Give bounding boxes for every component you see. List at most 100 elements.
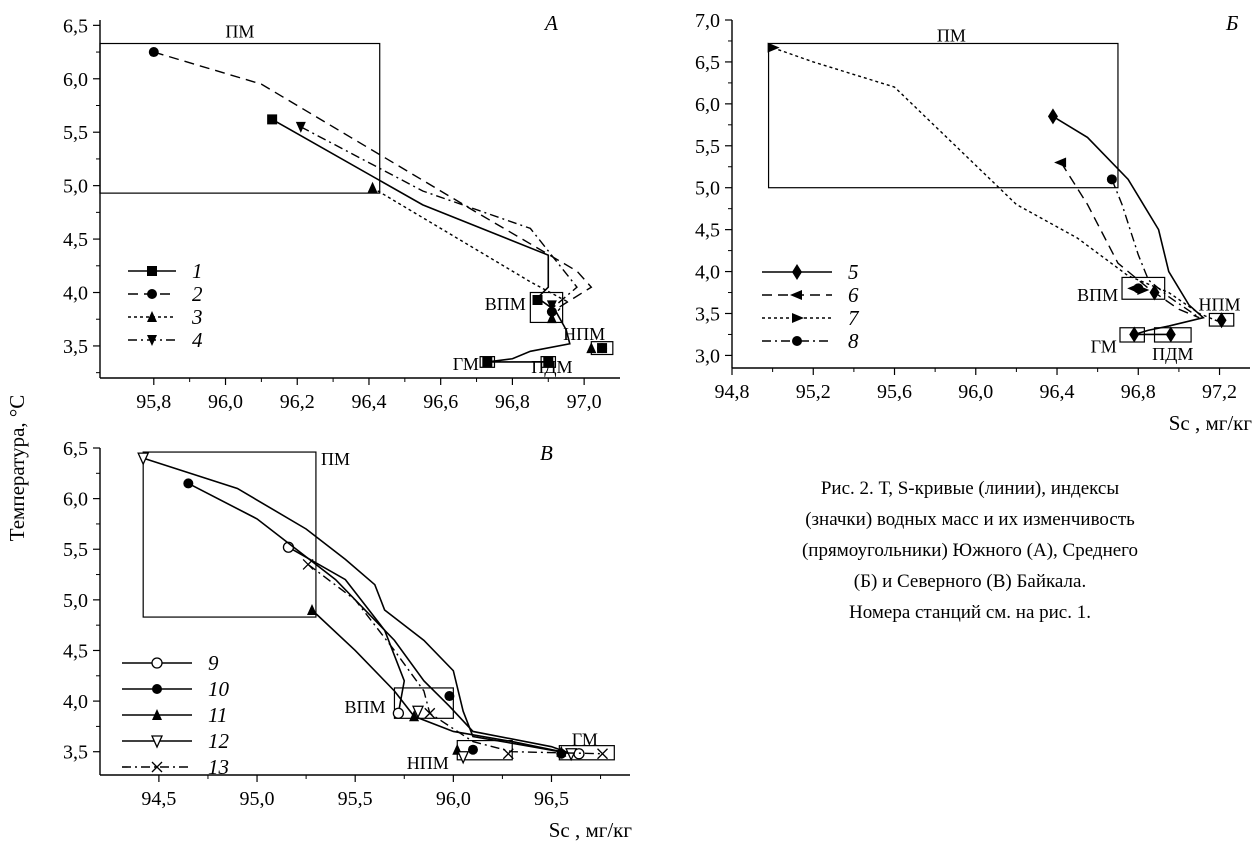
series-line-3 xyxy=(372,187,568,319)
y-tick-label: 4,5 xyxy=(695,220,720,242)
water-mass-label: ПМ xyxy=(225,22,254,42)
chart-marker xyxy=(424,707,436,719)
series-line-8 xyxy=(1111,179,1200,319)
x-tick-label: 96,4 xyxy=(1040,381,1075,403)
water-mass-label: ГМ xyxy=(1091,336,1117,356)
legend-label: 11 xyxy=(208,703,227,727)
y-tick-label: 6,5 xyxy=(63,438,88,460)
chart-marker xyxy=(543,356,554,367)
water-mass-label: ВПМ xyxy=(344,697,385,717)
y-tick-label: 6,0 xyxy=(695,94,720,116)
chart-marker xyxy=(586,342,597,354)
water-mass-box xyxy=(99,42,381,194)
chart-marker xyxy=(367,181,378,193)
chart-marker xyxy=(307,603,317,615)
x-tick-label: 97,2 xyxy=(1202,381,1237,403)
figure-caption: Рис. 2. Т, S-кривые (линии), индексы (зн… xyxy=(700,473,1240,628)
x-tick-label: 94,5 xyxy=(141,788,176,810)
water-mass-label: НПМ xyxy=(1199,294,1241,314)
y-tick-label: 5,5 xyxy=(63,122,88,144)
chart-marker xyxy=(792,313,804,323)
y-tick-label: 6,0 xyxy=(63,489,88,511)
chart-marker xyxy=(148,47,159,58)
y-tick-label: 3,5 xyxy=(63,742,88,764)
series-line-12 xyxy=(142,457,572,755)
caption-line: (Б) и Северного (В) Байкала. xyxy=(853,571,1087,592)
caption-line: Рис. 2. Т, S-кривые (линии), индексы xyxy=(820,478,1120,499)
chart-marker xyxy=(502,748,514,760)
x-tick-label: 96,0 xyxy=(208,391,243,413)
chart-marker xyxy=(457,751,470,765)
chart-marker xyxy=(152,709,162,720)
chart-marker xyxy=(790,290,802,300)
x-tick-label: 96,5 xyxy=(534,788,569,810)
chart-marker xyxy=(147,311,157,322)
series-line-10 xyxy=(187,482,572,755)
water-mass-label: ПМ xyxy=(937,25,966,45)
chart-marker xyxy=(295,121,306,133)
chart-marker xyxy=(467,744,478,755)
x-axis-label: Sс , мг/кг xyxy=(549,818,633,842)
chart-marker xyxy=(409,710,420,722)
legend-label: 4 xyxy=(192,328,203,352)
chart-marker xyxy=(597,748,608,760)
x-tick-label: 96,6 xyxy=(423,391,458,413)
x-tick-label: 95,8 xyxy=(136,391,171,413)
chart-marker xyxy=(565,748,578,762)
series-line-11 xyxy=(311,609,562,753)
chart-marker xyxy=(1216,312,1227,329)
caption-line: Номера станций см. на рис. 1. xyxy=(849,602,1091,623)
y-tick-label: 4,5 xyxy=(63,640,88,662)
x-tick-label: 96,2 xyxy=(280,391,315,413)
water-mass-label: НПМ xyxy=(407,753,449,773)
caption-line: (значки) водных масс и их изменчивость xyxy=(805,509,1135,530)
x-tick-label: 97,0 xyxy=(567,391,602,413)
series-line-13 xyxy=(307,563,603,755)
y-axis-label: Температура, °С xyxy=(5,395,29,542)
chart-marker xyxy=(302,558,314,570)
chart-marker xyxy=(767,42,780,53)
chart-marker xyxy=(183,478,194,489)
y-tick-label: 3,0 xyxy=(695,345,720,367)
legend-label: 9 xyxy=(208,651,219,675)
x-tick-label: 94,8 xyxy=(715,381,750,403)
chart-marker xyxy=(150,735,164,749)
y-tick-label: 7,0 xyxy=(695,10,720,32)
chart-marker xyxy=(147,335,157,346)
water-mass-box xyxy=(142,451,317,618)
x-tick-label: 95,2 xyxy=(796,381,831,403)
water-mass-label: ПМ xyxy=(321,449,350,469)
y-tick-label: 5,0 xyxy=(63,176,88,198)
chart-marker xyxy=(147,289,157,299)
water-mass-label: ВПМ xyxy=(485,294,526,314)
chart-marker xyxy=(1133,283,1144,294)
legend-label: 1 xyxy=(192,259,203,283)
x-tick-label: 96,4 xyxy=(351,391,386,413)
chart-marker xyxy=(1106,174,1117,185)
panel-label: В xyxy=(540,441,553,465)
chart-marker xyxy=(137,452,150,466)
chart-marker xyxy=(147,266,157,276)
chart-marker xyxy=(444,691,455,702)
series-line-4 xyxy=(300,126,578,310)
chart-marker xyxy=(392,707,405,719)
legend-label: 8 xyxy=(848,329,859,353)
chart-panel-C: 3,5 4,0 4,5 5,0 5,5 6,0 6,5 94,5 95,0 95,5 96,0 96,… xyxy=(63,438,632,842)
legend-label: 2 xyxy=(192,282,203,306)
y-tick-label: 4,0 xyxy=(63,283,88,305)
y-tick-label: 5,5 xyxy=(695,136,720,158)
y-tick-label: 5,0 xyxy=(695,178,720,200)
chart-marker xyxy=(792,264,802,280)
water-mass-label: ПДМ xyxy=(1152,344,1193,364)
water-mass-box xyxy=(767,42,1119,189)
chart-marker xyxy=(546,312,557,324)
series-line-9 xyxy=(288,546,406,714)
x-tick-label: 95,0 xyxy=(240,788,275,810)
water-mass-label: ВПМ xyxy=(1077,285,1118,305)
series-line-6 xyxy=(1060,162,1200,319)
water-mass-label: НПМ xyxy=(563,324,605,344)
chart-marker xyxy=(411,705,425,719)
panel-label: Б xyxy=(1225,11,1238,35)
series-line-7 xyxy=(772,47,1220,323)
